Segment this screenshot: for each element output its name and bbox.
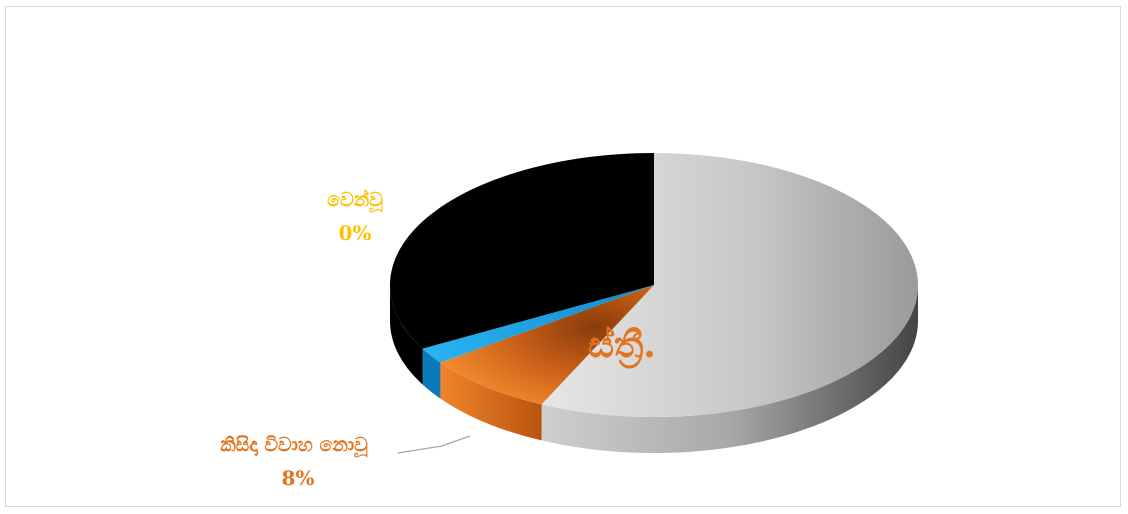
slice-1 bbox=[541, 153, 918, 418]
value-separated: 0% bbox=[339, 221, 372, 245]
center-label: ස්ත්‍රී. bbox=[588, 324, 656, 369]
label-never-married: කිසිදා විවාහ නොවූ bbox=[220, 434, 368, 458]
value-never-married: 8% bbox=[282, 466, 315, 490]
slice-5 bbox=[389, 153, 654, 349]
slice-never-married-side bbox=[440, 362, 542, 441]
leader-line bbox=[397, 435, 471, 454]
slice-never-married bbox=[440, 285, 654, 405]
label-separated: වෙන්වූ bbox=[327, 189, 383, 214]
slice-3-side bbox=[422, 348, 441, 399]
slice-1-side bbox=[541, 285, 918, 453]
slice-5-side bbox=[390, 285, 423, 385]
slice-3 bbox=[422, 285, 654, 363]
